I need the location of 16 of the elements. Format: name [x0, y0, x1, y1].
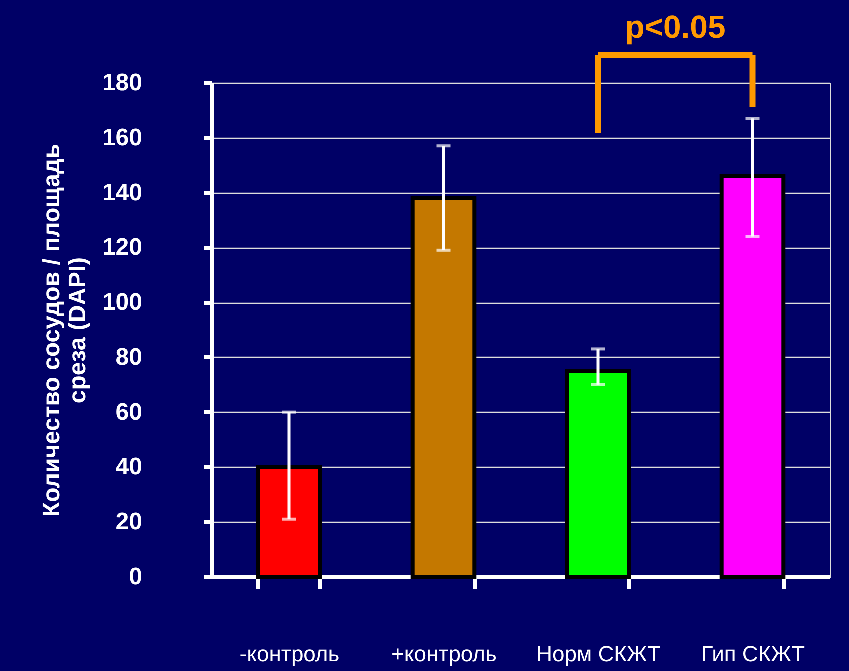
y-tick-label: 120 [102, 234, 142, 262]
text: p<0.05 [625, 9, 726, 45]
y-tick-label: 180 [102, 70, 142, 96]
y-tick-label: 0 [129, 564, 142, 590]
y-tick-label: 100 [102, 289, 142, 316]
y-tick-label: 140 [102, 179, 142, 206]
x-tick-label: Норм СКЖТ [536, 642, 661, 666]
y-tick-label: 40 [116, 454, 142, 481]
y-tick-label: 20 [116, 508, 142, 536]
x-tick-label: Гип СКЖТ [701, 642, 806, 666]
x-tick-label: -контроль [240, 642, 340, 666]
y-tick-label: 60 [116, 398, 142, 426]
y-tick-label: 80 [116, 344, 142, 371]
x-tick-label: +контроль [392, 642, 497, 666]
y-tick-label: 160 [102, 124, 142, 152]
y-axis-title: Количество сосудов / площадь среза (DAPI) [38, 144, 92, 517]
